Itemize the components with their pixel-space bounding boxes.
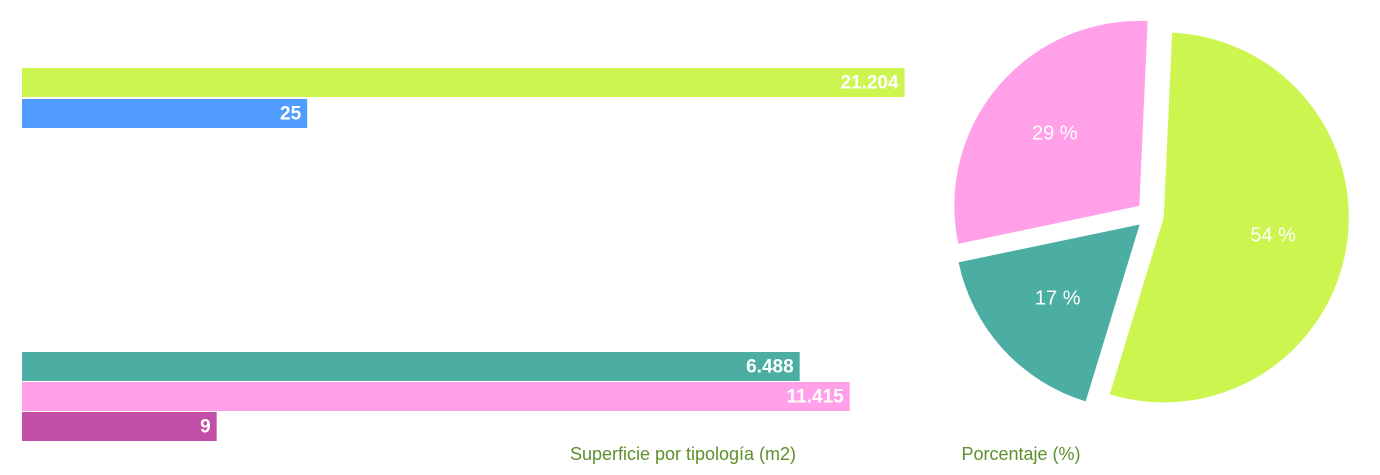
slice-label: 54 % — [1250, 225, 1296, 247]
bar — [22, 352, 800, 381]
pie-slice — [1109, 32, 1349, 403]
slice-label: 29 % — [1032, 122, 1078, 144]
value-label: 11.415 — [787, 387, 844, 408]
value-label: 21.204 — [840, 73, 899, 94]
value-label: 9 — [200, 417, 211, 438]
value-label: 6.488 — [746, 357, 794, 378]
value-label: 25 — [280, 104, 302, 125]
bar — [22, 382, 850, 411]
pie-chart-title: Porcentaje (%) — [961, 444, 1080, 464]
slice-label: 17 % — [1035, 288, 1081, 310]
pie-slice — [958, 224, 1140, 402]
bar — [22, 68, 905, 97]
bar-chart-title: Superficie por tipología (m2) — [570, 444, 796, 464]
bar — [22, 412, 217, 441]
pie-slice — [954, 20, 1148, 244]
bar — [22, 99, 308, 128]
